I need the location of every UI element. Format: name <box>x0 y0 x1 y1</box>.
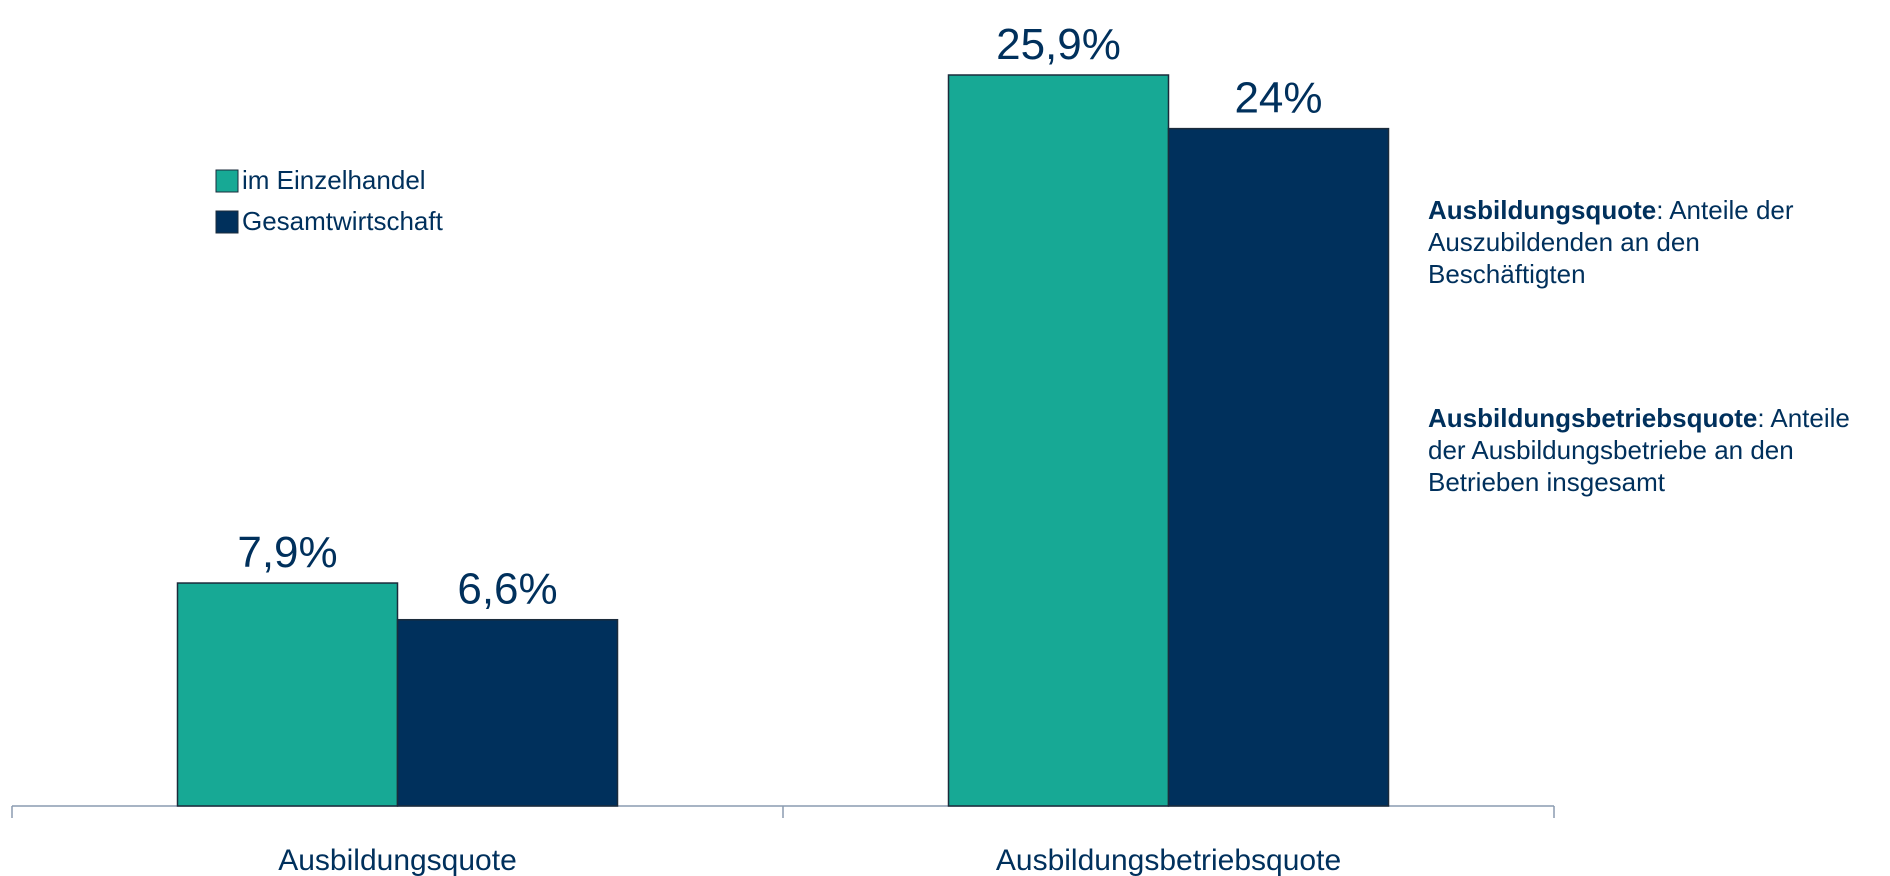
value-label: 25,9% <box>996 20 1121 69</box>
annotation-text: : Anteile der Ausbildungsbetriebe an den… <box>1428 403 1850 497</box>
legend-label: im Einzelhandel <box>242 165 426 195</box>
value-label: 24% <box>1234 74 1322 123</box>
bar <box>1167 127 1390 807</box>
bar <box>947 74 1170 807</box>
annotation-label: Ausbildungsquote <box>1428 195 1657 225</box>
x-tick-label: Ausbildungsbetriebsquote <box>996 844 1341 876</box>
annotation-label: Ausbildungsbetriebsquote <box>1428 403 1758 433</box>
annotation-text: : Anteile der Auszubildenden an den Besc… <box>1428 195 1794 289</box>
value-label: 6,6% <box>457 565 557 614</box>
annotation: Ausbildungsquote: Anteile der Auszubilde… <box>1428 194 1838 290</box>
bar <box>396 618 619 807</box>
annotation: Ausbildungsbetriebsquote: Anteile der Au… <box>1428 402 1888 498</box>
legend-swatch <box>215 210 239 234</box>
legend-swatch <box>215 169 239 193</box>
x-tick-label: Ausbildungsquote <box>278 844 517 876</box>
value-label: 7,9% <box>237 528 337 577</box>
bar <box>176 582 399 807</box>
legend-label: Gesamtwirtschaft <box>242 206 444 236</box>
